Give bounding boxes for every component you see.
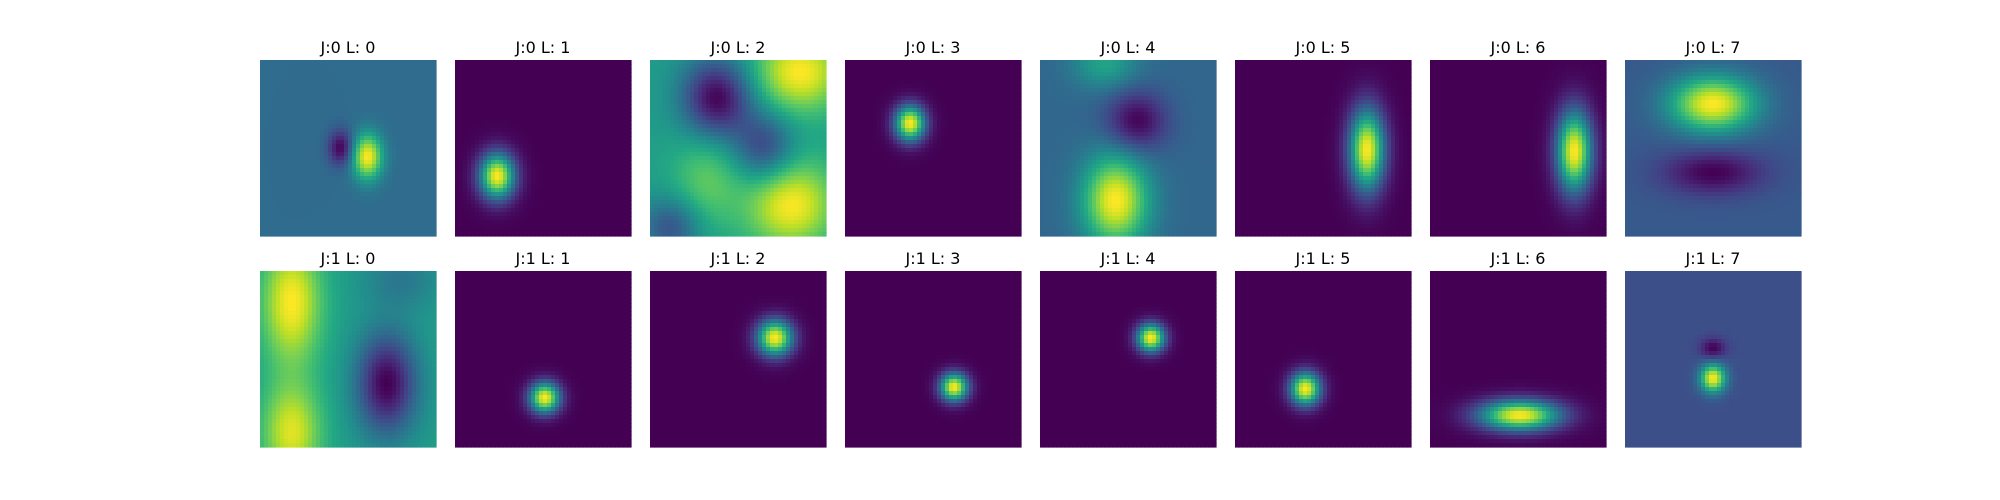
heatmap-image [1040, 271, 1217, 448]
panel-title: J:1 L: 4 [1100, 249, 1156, 268]
panel-j0-l7: J:0 L: 7 [1625, 38, 1802, 237]
heatmap-image [650, 271, 827, 448]
panel-title: J:0 L: 4 [1100, 38, 1156, 57]
panel-j1-l0: J:1 L: 0 [260, 249, 437, 448]
panel-j1-l3: J:1 L: 3 [845, 249, 1022, 448]
panel-title: J:0 L: 0 [320, 38, 376, 57]
heatmap-image [1235, 271, 1412, 448]
panel-title: J:0 L: 5 [1295, 38, 1351, 57]
heatmap-image [1625, 60, 1802, 237]
panel-j1-l7: J:1 L: 7 [1625, 249, 1802, 448]
panel-j1-l5: J:1 L: 5 [1235, 249, 1412, 448]
panel-title: J:1 L: 3 [905, 249, 961, 268]
panel-j0-l1: J:0 L: 1 [455, 38, 632, 237]
panel-title: J:0 L: 6 [1490, 38, 1546, 57]
panel-j0-l6: J:0 L: 6 [1430, 38, 1607, 237]
heatmap-image [1430, 60, 1607, 237]
heatmap-image [455, 60, 632, 237]
heatmap-image [650, 60, 827, 237]
heatmap-image [260, 60, 437, 237]
heatmap-image [845, 60, 1022, 237]
panel-j1-l2: J:1 L: 2 [650, 249, 827, 448]
heatmap-image [1040, 60, 1217, 237]
panel-title: J:1 L: 1 [515, 249, 571, 268]
panel-j1-l1: J:1 L: 1 [455, 249, 632, 448]
panel-title: J:0 L: 3 [905, 38, 961, 57]
panel-j1-l6: J:1 L: 6 [1430, 249, 1607, 448]
panel-title: J:1 L: 0 [320, 249, 376, 268]
panel-j0-l4: J:0 L: 4 [1040, 38, 1217, 237]
heatmap-image [1625, 271, 1802, 448]
panel-title: J:0 L: 1 [515, 38, 571, 57]
panel-title: J:1 L: 7 [1685, 249, 1741, 268]
panel-j0-l2: J:0 L: 2 [650, 38, 827, 237]
panel-j0-l5: J:0 L: 5 [1235, 38, 1412, 237]
panel-title: J:1 L: 6 [1490, 249, 1546, 268]
panel-j1-l4: J:1 L: 4 [1040, 249, 1217, 448]
panel-j0-l3: J:0 L: 3 [845, 38, 1022, 237]
panel-j0-l0: J:0 L: 0 [260, 38, 437, 237]
heatmap-image [455, 271, 632, 448]
heatmap-image [260, 271, 437, 448]
panel-title: J:0 L: 2 [710, 38, 766, 57]
heatmap-image [845, 271, 1022, 448]
heatmap-panels: J:0 L: 0 J:0 L: 1 J:0 L: 2 J:0 L: 3 J:0 L: 4… [260, 38, 1802, 448]
panel-title: J:1 L: 5 [1295, 249, 1351, 268]
panel-title: J:1 L: 2 [710, 249, 766, 268]
heatmap-image [1235, 60, 1412, 237]
panel-title: J:0 L: 7 [1685, 38, 1741, 57]
heatmap-image [1430, 271, 1607, 448]
